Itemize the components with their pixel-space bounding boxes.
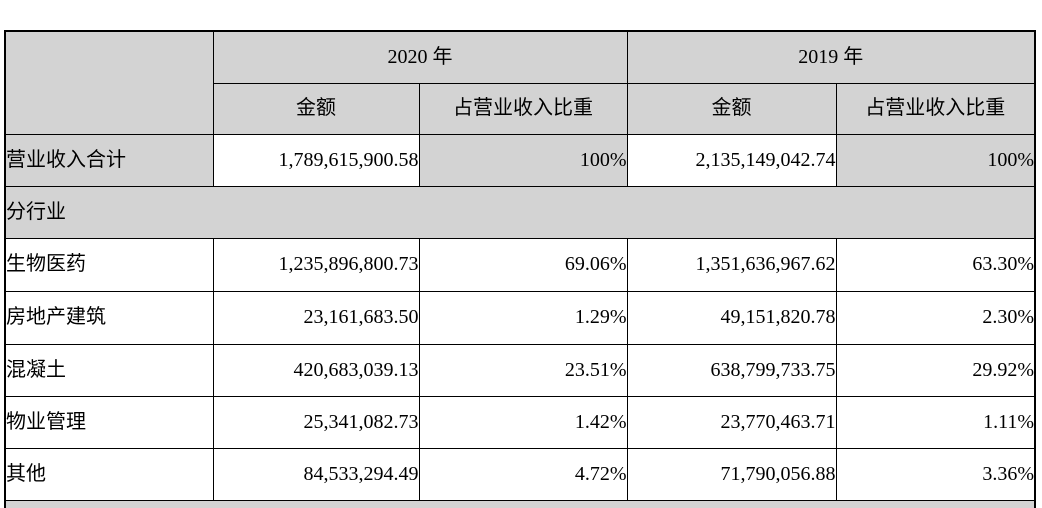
- sub-header-row: 金额 占营业收入比重 金额 占营业收入比重: [5, 82, 1036, 135]
- row-label: 生物医药: [4, 237, 214, 292]
- year-header-row: 2020 年 2019 年: [4, 30, 1036, 135]
- amount-2020: 25,341,082.73: [212, 395, 420, 449]
- ratio-2020: 4.72%: [418, 447, 628, 501]
- col-header-amount-2019: 金额: [626, 82, 837, 135]
- col-header-ratio-2020: 占营业收入比重: [418, 82, 628, 135]
- ratio-2019: 63.30%: [835, 237, 1036, 292]
- row-label-total: 营业收入合计: [4, 133, 214, 187]
- table-row: 其他 84,533,294.49 4.72% 71,790,056.88 3.3…: [4, 447, 1036, 501]
- table-row: 房地产建筑 23,161,683.50 1.29% 49,151,820.78 …: [4, 290, 1036, 345]
- total-ratio-2019: 100%: [835, 133, 1036, 187]
- col-header-amount-2020: 金额: [212, 82, 420, 135]
- col-header-ratio-2019: 占营业收入比重: [835, 82, 1036, 135]
- amount-2019: 1,351,636,967.62: [626, 237, 837, 292]
- total-revenue-row: 营业收入合计 1,789,615,900.58 100% 2,135,149,0…: [4, 133, 1036, 187]
- year-header-2020: 2020 年: [212, 30, 628, 84]
- ratio-2020: 1.42%: [418, 395, 628, 449]
- table-row: 混凝土 420,683,039.13 23.51% 638,799,733.75…: [4, 343, 1036, 397]
- total-amount-2019: 2,135,149,042.74: [626, 133, 837, 187]
- amount-2019: 71,790,056.88: [626, 447, 837, 501]
- amount-2019: 49,151,820.78: [626, 290, 837, 345]
- row-label: 其他: [4, 447, 214, 501]
- section-label: 分行业: [4, 185, 1036, 239]
- amount-2020: 84,533,294.49: [212, 447, 420, 501]
- amount-2020: 1,235,896,800.73: [212, 237, 420, 292]
- amount-2019: 23,770,463.71: [626, 395, 837, 449]
- ratio-2019: 29.92%: [835, 343, 1036, 397]
- total-ratio-2020: 100%: [418, 133, 628, 187]
- clipped-section-cell: [4, 499, 1036, 508]
- row-label: 混凝土: [4, 343, 214, 397]
- amount-2020: 23,161,683.50: [212, 290, 420, 345]
- amount-2019: 638,799,733.75: [626, 343, 837, 397]
- table-row: 物业管理 25,341,082.73 1.42% 23,770,463.71 1…: [4, 395, 1036, 449]
- total-amount-2020: 1,789,615,900.58: [212, 133, 420, 187]
- row-label: 房地产建筑: [4, 290, 214, 345]
- corner-empty-cell: [4, 30, 214, 135]
- table-row: 生物医药 1,235,896,800.73 69.06% 1,351,636,9…: [4, 237, 1036, 292]
- ratio-2019: 2.30%: [835, 290, 1036, 345]
- section-row-by-industry: 分行业: [4, 185, 1036, 239]
- ratio-2019: 1.11%: [835, 395, 1036, 449]
- year-header-2019: 2019 年: [626, 30, 1036, 84]
- amount-2020: 420,683,039.13: [212, 343, 420, 397]
- ratio-2019: 3.36%: [835, 447, 1036, 501]
- ratio-2020: 23.51%: [418, 343, 628, 397]
- ratio-2020: 69.06%: [418, 237, 628, 292]
- clipped-section-row: [4, 499, 1036, 508]
- ratio-2020: 1.29%: [418, 290, 628, 345]
- revenue-breakdown-table: 2020 年 2019 年 金额 占营业收入比重 金额 占营业收入比重 营业收入…: [4, 30, 1036, 508]
- row-label: 物业管理: [4, 395, 214, 449]
